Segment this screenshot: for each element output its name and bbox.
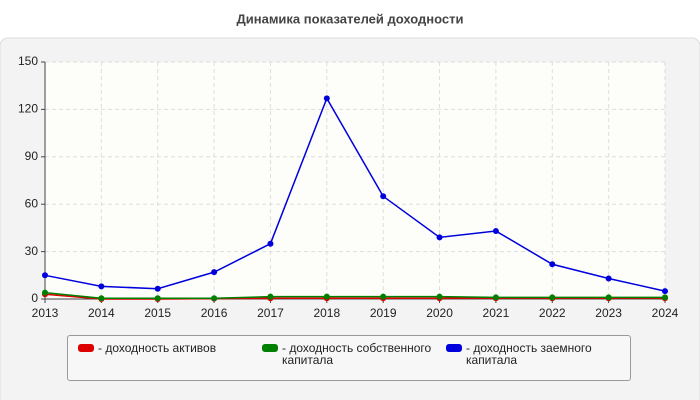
- point: [662, 288, 668, 295]
- point: [605, 294, 612, 301]
- y-tick-label: 150: [18, 54, 38, 68]
- point: [492, 228, 499, 235]
- point: [42, 289, 48, 296]
- x-tick-label: 2021: [483, 306, 510, 320]
- point: [380, 293, 387, 300]
- legend-label: - доходность заемного капитала: [466, 341, 592, 367]
- legend-swatch: [262, 344, 278, 352]
- legend-swatch: [78, 344, 94, 352]
- legend-item: - доходность собственного капитала: [262, 342, 446, 380]
- x-tick-label: 2024: [652, 306, 679, 320]
- series-line: [44, 96, 666, 292]
- point: [42, 272, 48, 279]
- point: [154, 295, 161, 302]
- legend-label: - доходность активов: [98, 341, 217, 355]
- x-tick-label: 2023: [595, 306, 622, 320]
- x-tick-label: 2022: [539, 306, 566, 320]
- point: [211, 269, 218, 276]
- point: [436, 293, 443, 300]
- chart-title: Динамика показателей доходности: [236, 11, 463, 26]
- point: [492, 294, 499, 301]
- series-line: [44, 293, 665, 300]
- point: [323, 95, 330, 102]
- x-tick-label: 2019: [370, 306, 397, 320]
- legend: - доходность активов - доходность собстве…: [67, 335, 631, 381]
- x-tick-label: 2013: [32, 306, 59, 320]
- series-line: [44, 291, 665, 299]
- y-tick-label: 60: [25, 196, 39, 210]
- x-tick-label: 2014: [88, 306, 115, 320]
- x-tick-label: 2018: [313, 306, 340, 320]
- point: [323, 293, 330, 300]
- point: [154, 285, 161, 292]
- point: [605, 275, 612, 282]
- x-tick-label: 2015: [144, 306, 171, 320]
- legend-swatch: [446, 344, 462, 352]
- y-tick-label: 30: [25, 244, 39, 258]
- point: [380, 193, 387, 200]
- point: [662, 294, 668, 301]
- y-tick-label: 0: [31, 291, 38, 305]
- point: [436, 234, 443, 241]
- point: [98, 295, 105, 302]
- point: [267, 293, 274, 300]
- y-tick-label: 120: [18, 102, 38, 116]
- legend-label: - доходность собственного капитала: [282, 341, 432, 367]
- x-tick-label: 2016: [201, 306, 228, 320]
- plot-area: [45, 62, 665, 299]
- x-tick-label: 2020: [426, 306, 453, 320]
- legend-item: - доходность заемного капитала: [446, 342, 630, 380]
- legend-item: - доходность активов: [78, 342, 262, 380]
- point: [98, 283, 105, 290]
- point: [549, 294, 556, 301]
- point: [267, 240, 274, 247]
- x-tick-label: 2017: [257, 306, 284, 320]
- point: [211, 295, 218, 302]
- point: [549, 261, 556, 268]
- y-tick-label: 90: [25, 149, 39, 163]
